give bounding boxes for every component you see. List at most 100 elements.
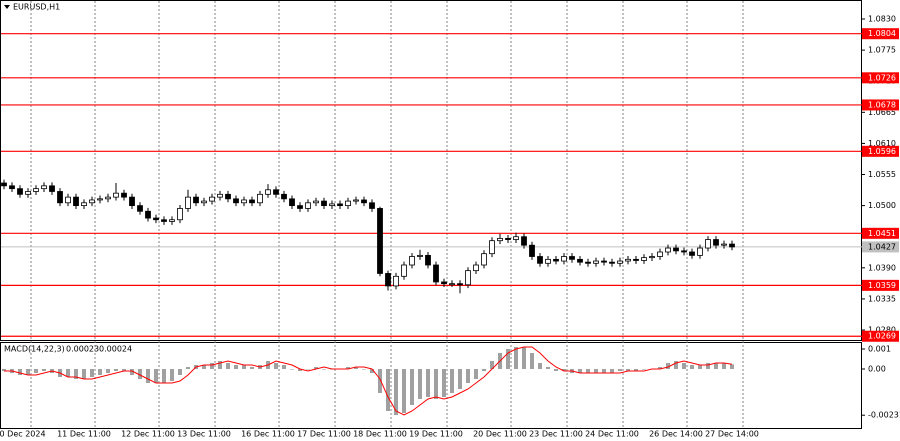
candle-body bbox=[1, 182, 7, 187]
candle-body bbox=[593, 260, 599, 264]
macd-bar bbox=[90, 369, 94, 377]
macd-bar bbox=[730, 364, 734, 369]
y-tick-label: 1.0335 bbox=[868, 294, 896, 303]
level-label: 1.0726 bbox=[868, 73, 896, 82]
macd-bar bbox=[162, 369, 166, 383]
macd-bar bbox=[370, 369, 374, 373]
macd-bar bbox=[170, 369, 174, 381]
candle-body bbox=[537, 256, 543, 264]
candle-body bbox=[481, 253, 487, 266]
y-tick-label: 1.0830 bbox=[868, 15, 896, 24]
candle-body bbox=[185, 196, 191, 209]
candle-body bbox=[273, 189, 279, 195]
candle-body bbox=[473, 264, 479, 272]
candle-body bbox=[137, 205, 143, 212]
candle-body bbox=[281, 193, 287, 200]
candle-body bbox=[721, 243, 727, 246]
macd-bar bbox=[218, 361, 222, 369]
macd-bar bbox=[722, 363, 726, 369]
candle-body bbox=[177, 208, 183, 221]
macd-bar bbox=[682, 363, 686, 369]
macd-bar bbox=[298, 369, 302, 371]
candle-body bbox=[329, 203, 335, 207]
macd-bar bbox=[378, 369, 382, 393]
macd-bar bbox=[618, 369, 622, 371]
candle-body bbox=[321, 200, 327, 207]
x-tick-label: 18 Dec 11:00 bbox=[353, 430, 407, 439]
candle-body bbox=[665, 247, 671, 253]
candle-body bbox=[297, 205, 303, 209]
candle-body bbox=[65, 196, 71, 204]
macd-bar bbox=[226, 363, 230, 369]
macd-bar bbox=[530, 353, 534, 369]
macd-bar bbox=[554, 369, 558, 371]
macd-bar bbox=[466, 369, 470, 383]
macd-bar bbox=[250, 367, 254, 369]
candle-body bbox=[641, 257, 647, 261]
candle-body bbox=[393, 275, 399, 287]
level-label-box bbox=[862, 227, 899, 239]
macd-bar bbox=[538, 363, 542, 369]
macd-bar bbox=[546, 367, 550, 369]
macd-bar bbox=[674, 361, 678, 369]
macd-bar bbox=[154, 369, 158, 383]
x-tick-label: 16 Dec 11:00 bbox=[241, 430, 295, 439]
macd-bar bbox=[402, 369, 406, 413]
candle-body bbox=[41, 185, 47, 190]
candle-body bbox=[673, 247, 679, 252]
candle-body bbox=[657, 251, 663, 257]
macd-bar bbox=[314, 367, 318, 369]
candle-body bbox=[529, 244, 535, 257]
macd-bar bbox=[18, 369, 22, 375]
candle-body bbox=[561, 256, 567, 262]
level-label: 1.0804 bbox=[868, 29, 896, 38]
y-tick-label: 1.0390 bbox=[868, 263, 896, 272]
x-tick-label: 19 Dec 11:00 bbox=[409, 430, 463, 439]
candle-body bbox=[249, 199, 255, 204]
candle-body bbox=[97, 198, 103, 201]
macd-bar bbox=[234, 365, 238, 369]
macd-bar bbox=[610, 369, 614, 373]
y-tick-label: 1.0500 bbox=[868, 201, 896, 210]
candle-body bbox=[241, 199, 247, 204]
candle-body bbox=[601, 260, 607, 263]
macd-bar bbox=[26, 369, 30, 375]
macd-bar bbox=[354, 367, 358, 369]
candle-body bbox=[689, 251, 695, 256]
macd-bar bbox=[242, 365, 246, 369]
candle-body bbox=[625, 258, 631, 262]
macd-bar bbox=[386, 369, 390, 411]
candle-body bbox=[233, 198, 239, 204]
main-frame bbox=[0, 0, 862, 341]
macd-bar bbox=[594, 369, 598, 373]
macd-bar bbox=[514, 347, 518, 369]
candle-body bbox=[201, 200, 207, 204]
level-label-box bbox=[862, 28, 899, 40]
candle-body bbox=[697, 247, 703, 256]
macd-bar bbox=[210, 363, 214, 369]
x-tick-label: 17 Dec 11:00 bbox=[297, 430, 351, 439]
candle-body bbox=[225, 193, 231, 200]
candle-body bbox=[313, 200, 319, 204]
level-label: 1.0269 bbox=[868, 332, 896, 341]
y-tick-label: 1.0665 bbox=[868, 108, 896, 117]
x-tick-label: 20 Dec 11:00 bbox=[473, 430, 527, 439]
macd-bar bbox=[202, 365, 206, 369]
macd-bar bbox=[426, 369, 430, 397]
level-label-box bbox=[862, 72, 899, 84]
x-tick-label: 26 Dec 14:00 bbox=[649, 430, 703, 439]
candle-body bbox=[609, 261, 615, 264]
macd-current: 0.00023 bbox=[66, 345, 99, 354]
candle-body bbox=[577, 258, 583, 263]
y-tick-label: 0.001 bbox=[868, 345, 891, 354]
candle-body bbox=[633, 258, 639, 261]
x-tick-label: 13 Dec 11:00 bbox=[177, 430, 231, 439]
level-label-box bbox=[862, 330, 899, 342]
macd-bar bbox=[490, 361, 494, 369]
symbol-arrow bbox=[4, 5, 10, 9]
candle-body bbox=[289, 198, 295, 207]
macd-bar bbox=[410, 369, 414, 405]
candle-body bbox=[449, 283, 455, 286]
candle-body bbox=[441, 281, 447, 285]
